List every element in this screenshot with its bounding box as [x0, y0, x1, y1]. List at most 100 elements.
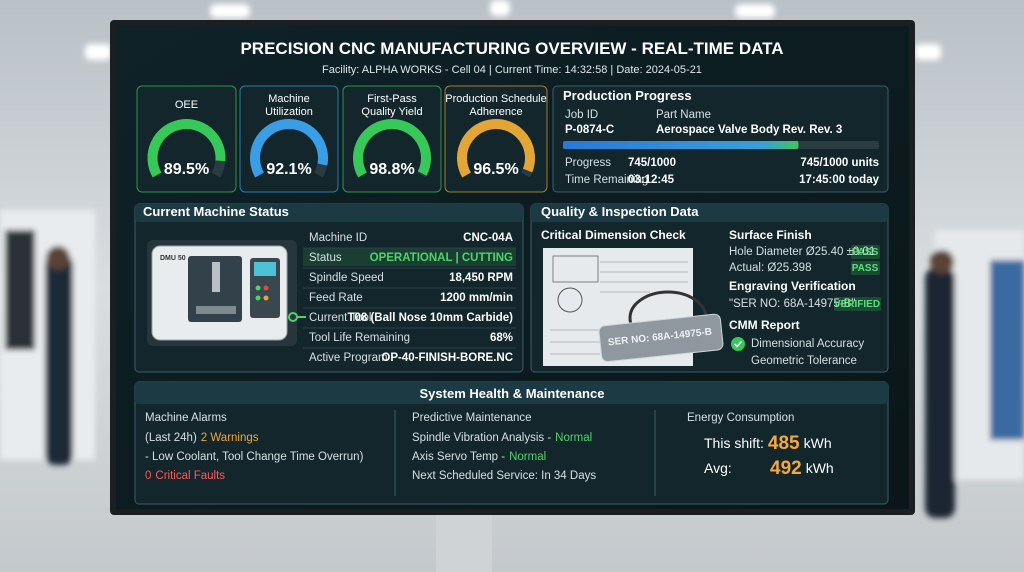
machine-illustration [147, 240, 306, 346]
gauge-label: OEE [175, 99, 198, 111]
worker-right [925, 268, 955, 518]
text-line: 03:12:45 [628, 174, 675, 186]
maint-next: Next Scheduled Service: In 34 Days [412, 470, 596, 482]
energy-value: 492 [770, 458, 802, 479]
status-label: Tool Life Remaining [309, 332, 410, 344]
dashboard-title: PRECISION CNC MANUFACTURING OVERVIEW - R… [240, 39, 783, 58]
maint-status: Normal [509, 451, 546, 463]
check-icon [731, 337, 745, 351]
text-line: Critical Dimension Check [541, 228, 686, 242]
energy-unit: kWh [804, 435, 832, 451]
text-line: "SER NO: 68A-14975-B" [729, 298, 855, 310]
text-line: Quality Yield [361, 106, 422, 118]
button [263, 295, 269, 301]
text-line: Surface Finish [729, 228, 812, 242]
panel-title: Quality & Inspection Data [541, 204, 699, 219]
text-line: T08 (Ball Nose 10mm Carbide) [347, 312, 513, 324]
maint-item: Axis Servo Temp - [412, 451, 505, 463]
text-line: Adherence [469, 106, 522, 118]
text-line: Status [309, 252, 342, 264]
engraving-text: "SER NO: 68A-14975-B" [729, 298, 855, 310]
text-line: Quality & Inspection Data [541, 204, 699, 219]
ceiling-light [915, 44, 941, 60]
button [255, 295, 261, 301]
panel-title: Production Progress [563, 88, 692, 103]
section-title: Energy Consumption [687, 412, 794, 424]
text-line: Production Progress [563, 88, 692, 103]
machine-window [5, 230, 35, 350]
alarm-period: (Last 24h) [145, 432, 197, 444]
section-title: Critical Dimension Check [541, 228, 686, 242]
ceiling-light [490, 0, 510, 16]
text-line: 96.5% [473, 161, 518, 178]
text-line: First-Pass [367, 93, 417, 105]
drawing-circle [557, 287, 583, 313]
gauge-arc [250, 119, 328, 178]
text-line: 68% [490, 332, 513, 344]
text-line: Facility: ALPHA WORKS - Cell 04 | Curren… [322, 64, 702, 76]
energy-unit: kWh [806, 460, 834, 476]
fault-count: 0 [145, 470, 151, 482]
status-value: OP-40-FINISH-BORE.NC [381, 352, 513, 364]
table [196, 306, 236, 314]
text-line: Axis Servo Temp - Normal [412, 451, 546, 463]
panel-production [552, 85, 889, 193]
status-label: Current Tool [309, 312, 371, 324]
text-line: Predictive Maintenance [412, 412, 532, 424]
field-label: Part Name [656, 109, 711, 121]
status-value: 18,450 RPM [449, 272, 513, 284]
text-line: Active Program [309, 352, 388, 364]
measurement: Actual: Ø25.398 [729, 262, 811, 274]
text-line: Machine Alarms [145, 412, 227, 424]
machine-model: DMU 50 [160, 255, 186, 262]
fault-label: Critical Faults [155, 470, 225, 482]
text-line: OEE [175, 99, 198, 111]
worker-head [930, 250, 954, 274]
progress-bar [563, 141, 799, 149]
text-line: Next Scheduled Service: In 34 Days [412, 470, 596, 482]
check-mark [733, 340, 743, 348]
text-line: - Low Coolant, Tool Change Time Overrun) [145, 451, 364, 463]
drawing-box [552, 255, 599, 283]
status-value: T08 (Ball Nose 10mm Carbide) [347, 312, 513, 324]
text-line: Current Tool [309, 312, 371, 324]
text-line: P-0874-C [565, 124, 614, 136]
gauge-value: 89.5% [164, 161, 209, 178]
text-line: 98.8% [369, 161, 414, 178]
section-title: Engraving Verification [729, 279, 856, 293]
section-title: Machine Alarms [145, 412, 227, 424]
button [255, 285, 261, 291]
section-title: Surface Finish [729, 228, 812, 242]
eta: 17:45:00 today [799, 174, 880, 186]
text-line: Dimensional Accuracy [751, 338, 864, 350]
text-line: Avg: [704, 460, 732, 476]
text-line: VERIFIED [834, 299, 880, 310]
cabinet [990, 260, 1024, 440]
status-label: Feed Rate [309, 292, 363, 304]
status-value: CNC-04A [463, 232, 513, 244]
field-label: Progress [565, 157, 611, 169]
section-title: Predictive Maintenance [412, 412, 532, 424]
worker-head [46, 246, 70, 270]
gauge-value: 96.5% [473, 161, 518, 178]
text-line: Energy Consumption [687, 412, 794, 424]
inspection-drawing [543, 248, 724, 366]
monitor-stand [436, 512, 492, 572]
time-remaining: 03:12:45 [628, 174, 675, 186]
text-line: PASS [852, 247, 879, 258]
panel-title: Current Machine Status [143, 204, 289, 219]
worker-left [45, 255, 73, 465]
badge [851, 245, 880, 259]
spindle [212, 262, 220, 292]
status-label: Spindle Speed [309, 272, 384, 284]
gauge-label: Production Schedule [445, 93, 547, 105]
text-line: Machine [268, 93, 310, 105]
text-line: CNC-04A [463, 232, 513, 244]
factory-scene [0, 0, 1024, 518]
status-highlight [303, 248, 516, 266]
text-line: 0 Critical Faults [145, 470, 225, 482]
status-value: 1200 mm/min [440, 292, 513, 304]
gauge-label: Adherence [469, 106, 522, 118]
gauge-arc [147, 119, 226, 178]
